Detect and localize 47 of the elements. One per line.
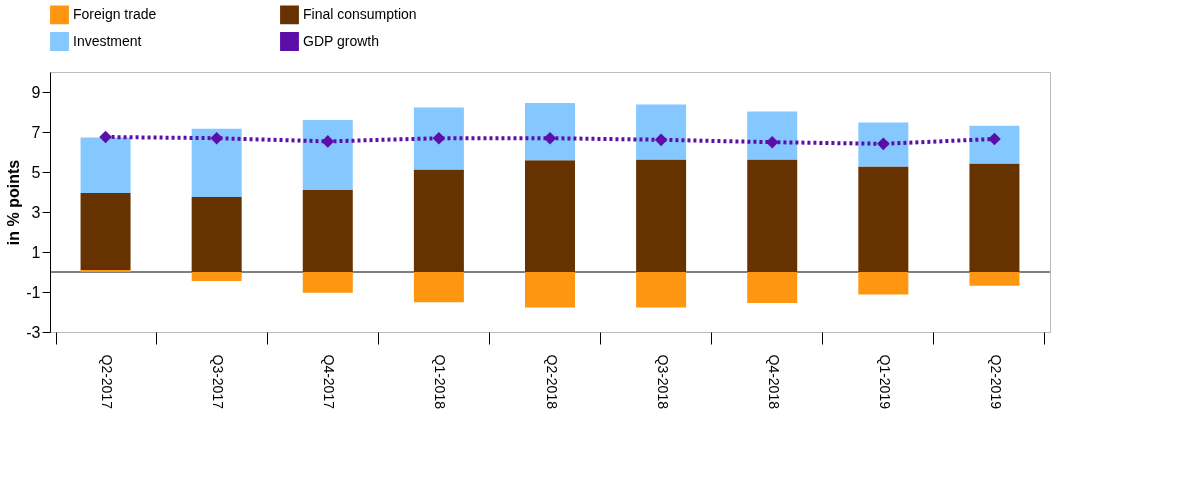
legend-label: GDP growth (303, 32, 379, 49)
legend-label: Investment (73, 32, 142, 49)
y-tick-label: 9 (31, 83, 41, 101)
bar (858, 272, 909, 295)
bar (80, 137, 131, 193)
x-tick-label: Q3-2018 (654, 354, 671, 410)
x-tick-label: Q4-2018 (765, 354, 782, 410)
y-tick-label: -3 (26, 323, 41, 341)
x-tick-label: Q3-2017 (210, 354, 227, 410)
x-tick-label: Q4-2017 (321, 354, 338, 410)
bar (636, 104, 687, 160)
bar (191, 197, 242, 272)
y-tick-label: 5 (31, 163, 41, 181)
bar (413, 107, 464, 170)
bar (747, 159, 798, 272)
bar (858, 166, 909, 272)
x-tick-label: Q2-2018 (543, 354, 560, 410)
bar (80, 193, 131, 270)
bar (525, 272, 575, 308)
bar (858, 122, 909, 167)
x-tick-label: Q1-2019 (876, 354, 893, 410)
y-tick-label: 3 (31, 203, 41, 221)
bar (525, 160, 575, 272)
y-tick-label: 1 (31, 243, 41, 261)
bar (191, 128, 242, 197)
bar (413, 169, 464, 272)
bar (969, 272, 1020, 286)
legend-label: Foreign trade (73, 5, 157, 22)
x-tick-label: Q1-2018 (432, 354, 449, 410)
bar (302, 272, 353, 293)
bar (636, 159, 687, 272)
x-tick-label: Q2-2017 (99, 354, 116, 410)
bar (969, 125, 1020, 164)
legend-label: Final consumption (303, 5, 417, 22)
x-tick-label: Q2-2019 (987, 354, 1004, 410)
bar (969, 163, 1020, 272)
bar (413, 272, 464, 303)
y-tick-label: -1 (26, 283, 41, 301)
y-tick-label: 7 (31, 123, 41, 141)
bar (302, 120, 353, 190)
bar (636, 272, 687, 308)
bar (747, 111, 798, 160)
bar (525, 103, 575, 161)
bar (302, 190, 353, 272)
bar (191, 272, 242, 281)
y-axis-title: in % points (5, 159, 23, 246)
bar (747, 272, 798, 303)
